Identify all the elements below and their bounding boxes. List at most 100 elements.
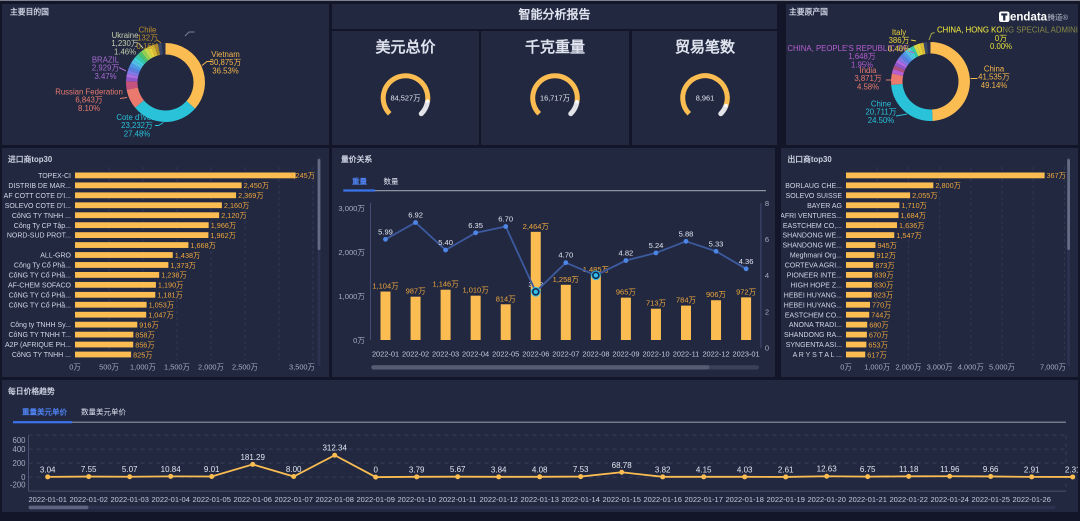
svg-text:DISTRIB DE MAR...: DISTRIB DE MAR... [8,183,71,190]
svg-text:CHINA, PEOPLE'S REPUBLIC OF: CHINA, PEOPLE'S REPUBLIC OF [787,44,908,53]
svg-text:1.46%: 1.46% [114,47,136,56]
svg-text:1,500万: 1,500万 [164,363,190,372]
svg-text:1,966万: 1,966万 [211,221,237,230]
svg-text:HEBEI HUYANG...: HEBEI HUYANG... [784,302,842,309]
svg-text:Chine: Chine [871,100,891,109]
svg-text:6,843万: 6,843万 [75,96,103,105]
svg-text:BAYER AG: BAYER AG [807,203,842,210]
svg-text:12.63: 12.63 [817,465,838,474]
svg-text:3.84: 3.84 [491,465,507,474]
svg-text:4.82: 4.82 [619,249,634,258]
svg-text:1,258万: 1,258万 [553,275,580,284]
svg-text:0: 0 [21,473,26,482]
svg-text:11.96: 11.96 [940,465,960,474]
svg-text:2022-01-24: 2022-01-24 [931,495,969,504]
svg-text:2,160万: 2,160万 [224,201,250,210]
svg-text:400: 400 [12,445,26,454]
svg-text:8: 8 [765,199,769,208]
svg-text:India: India [860,66,878,75]
svg-text:1,668万: 1,668万 [190,241,216,250]
svg-text:1,485万: 1,485万 [583,265,610,274]
svg-text:EASTCHEM CO...: EASTCHEM CO... [785,312,842,319]
svg-text:SHANDONG RA...: SHANDONG RA... [784,332,842,339]
svg-text:2022-01-05: 2022-01-05 [193,495,231,504]
svg-text:SHANDONG WE...: SHANDONG WE... [782,233,842,240]
svg-text:839万: 839万 [874,271,893,280]
svg-text:10.84: 10.84 [161,465,182,474]
svg-text:6.70: 6.70 [498,215,513,224]
svg-text:主要目的国: 主要目的国 [10,7,49,17]
svg-text:SOLEVO SUISSE: SOLEVO SUISSE [786,193,843,200]
svg-text:3.04: 3.04 [40,465,56,474]
svg-text:1,000万: 1,000万 [130,363,156,372]
svg-text:CôNG TY TNHH ...: CôNG TY TNHH ... [12,213,71,220]
svg-text:823万: 823万 [874,291,893,300]
svg-text:AF-CHEM SOFACO: AF-CHEM SOFACO [8,283,72,290]
svg-text:2022-01-17: 2022-01-17 [685,495,723,504]
svg-text:8.00: 8.00 [286,465,302,474]
svg-text:PIONEER INTE...: PIONEER INTE... [787,273,842,280]
svg-text:2022-07: 2022-07 [552,349,579,358]
svg-text:2022-10: 2022-10 [642,349,669,358]
svg-text:9.66: 9.66 [983,465,999,474]
svg-text:数量美元单价: 数量美元单价 [81,407,126,417]
svg-text:ANONA TRADI...: ANONA TRADI... [789,322,842,329]
svg-text:TOPEX-CI: TOPEX-CI [38,173,71,180]
svg-text:2022-01-26: 2022-01-26 [1013,495,1051,504]
svg-text:24.50%: 24.50% [868,116,895,125]
svg-text:2022-01-08: 2022-01-08 [316,495,354,504]
svg-text:2022-01-04: 2022-01-04 [152,495,190,504]
svg-text:1,438万: 1,438万 [175,251,201,260]
svg-text:A2P (AFRIQUE PH...: A2P (AFRIQUE PH... [5,342,71,349]
svg-text:A R Y S T A L ...: A R Y S T A L ... [793,352,842,359]
svg-text:2,800万: 2,800万 [935,181,961,190]
svg-text:5.24: 5.24 [649,241,664,250]
svg-text:3,871万: 3,871万 [854,74,882,83]
svg-text:987万: 987万 [406,287,427,296]
svg-text:2022-01-20: 2022-01-20 [808,495,846,504]
svg-text:每日价格趋势: 每日价格趋势 [8,386,55,396]
svg-text:CôNG TY Cổ PHầ...: CôNG TY Cổ PHầ... [9,290,71,299]
svg-text:41,535万: 41,535万 [978,73,1010,82]
svg-text:2022-01-18: 2022-01-18 [726,495,764,504]
svg-text:2022-03: 2022-03 [432,349,459,358]
svg-text:912万: 912万 [877,251,896,260]
svg-text:4,000万: 4,000万 [958,363,984,372]
svg-text:4: 4 [765,271,769,280]
svg-text:1,181万: 1,181万 [157,291,183,300]
svg-text:2022-01-22: 2022-01-22 [890,495,928,504]
svg-text:4.08: 4.08 [532,465,548,474]
svg-text:主要原产国: 主要原产国 [789,7,828,17]
svg-text:1,000万: 1,000万 [864,363,890,372]
svg-text:49.14%: 49.14% [981,81,1008,90]
svg-text:重量: 重量 [352,176,367,186]
svg-text:贸易笔数: 贸易笔数 [675,38,736,56]
svg-text:2022-01-09: 2022-01-09 [357,495,395,504]
svg-text:Chile: Chile [139,26,157,35]
svg-text:2022-01-21: 2022-01-21 [849,495,887,504]
svg-text:2022-04: 2022-04 [462,349,489,358]
svg-text:SYNGENTA ASI...: SYNGENTA ASI... [786,342,842,349]
svg-text:Cote d'Ivo...: Cote d'Ivo... [116,113,157,122]
svg-text:1,104万: 1,104万 [372,282,399,291]
svg-text:617万: 617万 [867,350,886,359]
svg-text:BORLAUG CHE...: BORLAUG CHE... [785,183,842,190]
svg-text:智能分析报告: 智能分析报告 [517,7,590,22]
svg-text:Công ty TNHH Sy...: Công ty TNHH Sy... [10,322,71,329]
svg-text:1,648万: 1,648万 [848,52,876,61]
svg-text:4.15: 4.15 [696,465,712,474]
svg-text:美元总价: 美元总价 [375,38,436,56]
svg-text:重量美元单价: 重量美元单价 [22,407,67,417]
svg-text:2022-01-02: 2022-01-02 [70,495,108,504]
svg-text:5.67: 5.67 [450,465,466,474]
svg-text:3.82: 3.82 [655,465,671,474]
svg-text:2,000万: 2,000万 [198,363,224,372]
svg-text:2,000万: 2,000万 [338,248,365,257]
svg-text:8.10%: 8.10% [78,104,100,113]
svg-text:AF COTT COTE D'I...: AF COTT COTE D'I... [4,193,71,200]
svg-text:CORTEVA AGRI...: CORTEVA AGRI... [785,263,842,270]
svg-text:1,636万: 1,636万 [899,221,925,230]
svg-text:23,232万: 23,232万 [121,121,153,130]
svg-text:2022-12: 2022-12 [702,349,729,358]
svg-text:972万: 972万 [736,287,757,296]
